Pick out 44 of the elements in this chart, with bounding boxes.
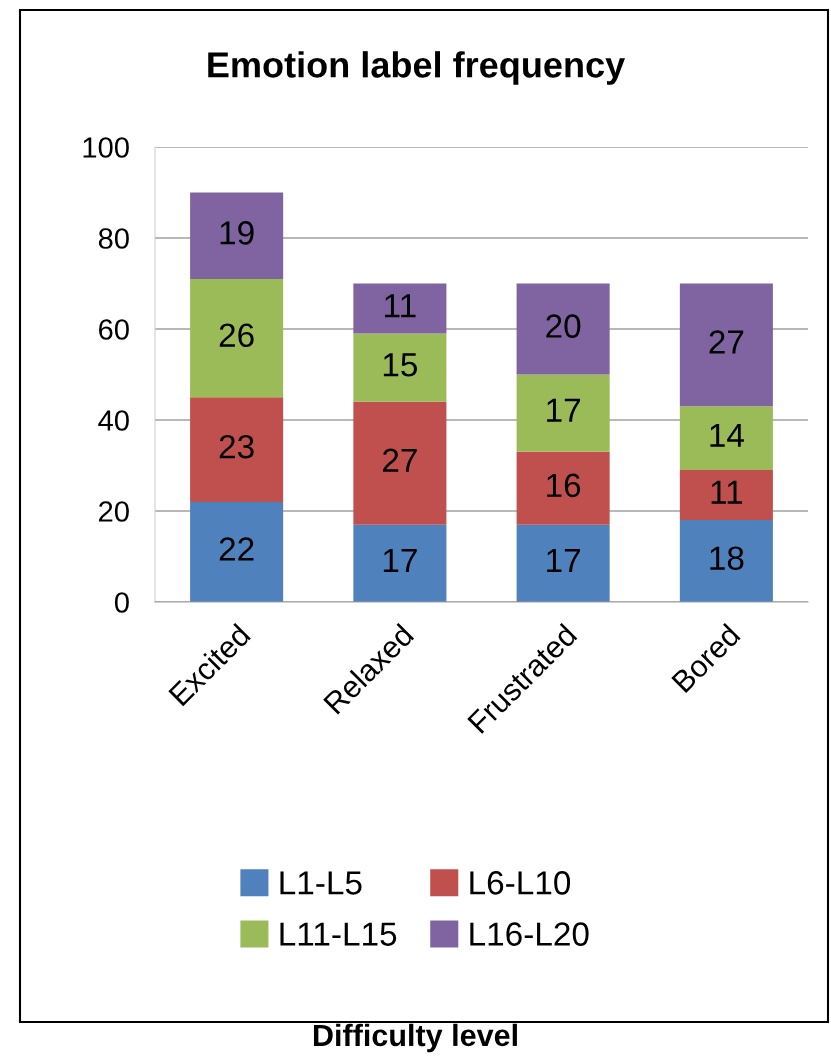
data-label: 16 bbox=[547, 473, 581, 498]
y-tick-label: 0 bbox=[114, 592, 129, 613]
bar bbox=[353, 401, 447, 525]
bar bbox=[353, 524, 447, 602]
text: Difficulty level bbox=[313, 1023, 517, 1053]
legend-label: L16-L20 bbox=[470, 922, 589, 946]
y-tick-label: 20 bbox=[99, 501, 129, 522]
data-label: 17 bbox=[383, 549, 417, 572]
bar bbox=[516, 451, 610, 525]
bar bbox=[679, 406, 773, 471]
y-tick-label: 80 bbox=[98, 228, 129, 249]
data-label: 27 bbox=[383, 448, 417, 472]
bar bbox=[679, 283, 773, 407]
bar bbox=[353, 333, 447, 402]
data-label: 11 bbox=[385, 294, 416, 318]
data-label: 17 bbox=[547, 398, 580, 422]
bar bbox=[679, 470, 773, 521]
chart-title: Emotion label frequency bbox=[208, 51, 625, 85]
legend-label: L1-L5 bbox=[280, 871, 362, 895]
bar bbox=[516, 374, 610, 452]
bar bbox=[516, 283, 610, 375]
bar bbox=[190, 192, 284, 279]
data-label: 19 bbox=[220, 221, 254, 245]
data-label: 15 bbox=[383, 353, 418, 377]
data-label: 22 bbox=[219, 537, 254, 561]
y-tick-label: 60 bbox=[99, 319, 129, 340]
bar bbox=[190, 278, 284, 398]
legend-label: L11-L15 bbox=[280, 922, 397, 946]
y-tick-label: 40 bbox=[98, 410, 129, 431]
legend-label: L6-L10 bbox=[470, 871, 571, 895]
data-label: 26 bbox=[219, 323, 254, 348]
bar bbox=[190, 501, 284, 602]
data-label: 27 bbox=[709, 330, 744, 354]
data-label: 23 bbox=[219, 434, 254, 459]
data-label: 14 bbox=[710, 423, 744, 447]
data-label: 18 bbox=[710, 546, 744, 570]
bar bbox=[679, 520, 773, 602]
data-label: 20 bbox=[546, 314, 581, 338]
y-tick-label: 100 bbox=[83, 137, 129, 158]
data-label: 11 bbox=[711, 480, 743, 504]
bar bbox=[516, 524, 610, 602]
bar bbox=[190, 397, 284, 502]
data-label: 17 bbox=[547, 549, 580, 572]
bar bbox=[353, 283, 447, 334]
